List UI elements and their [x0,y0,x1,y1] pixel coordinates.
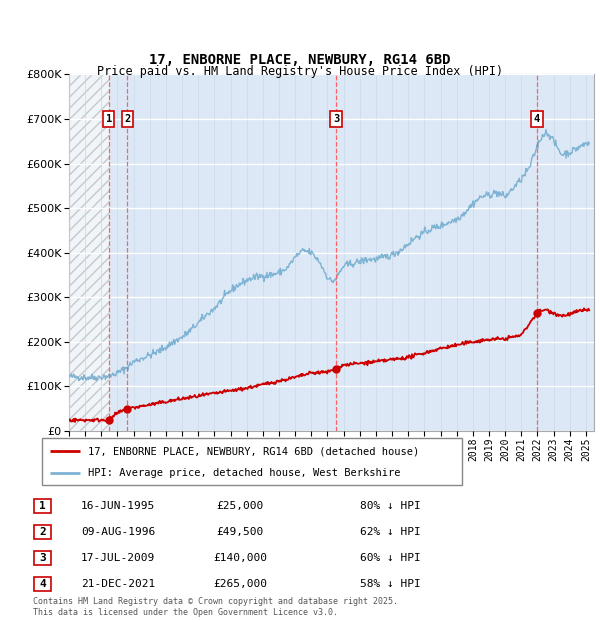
Text: HPI: Average price, detached house, West Berkshire: HPI: Average price, detached house, West… [88,468,401,478]
Text: 2: 2 [39,527,46,537]
Text: 62% ↓ HPI: 62% ↓ HPI [360,527,421,537]
FancyBboxPatch shape [34,577,51,591]
Text: £265,000: £265,000 [213,579,267,589]
Text: 21-DEC-2021: 21-DEC-2021 [81,579,155,589]
Text: 17, ENBORNE PLACE, NEWBURY, RG14 6BD (detached house): 17, ENBORNE PLACE, NEWBURY, RG14 6BD (de… [88,446,419,456]
Text: 16-JUN-1995: 16-JUN-1995 [81,501,155,511]
Text: 60% ↓ HPI: 60% ↓ HPI [360,553,421,563]
Bar [69,74,109,431]
Text: 3: 3 [39,553,46,563]
Text: £25,000: £25,000 [217,501,263,511]
Text: 2: 2 [124,114,130,124]
FancyBboxPatch shape [34,551,51,565]
Text: £49,500: £49,500 [217,527,263,537]
Text: 58% ↓ HPI: 58% ↓ HPI [360,579,421,589]
Text: Contains HM Land Registry data © Crown copyright and database right 2025.
This d: Contains HM Land Registry data © Crown c… [33,598,398,617]
Text: 4: 4 [534,114,540,124]
Text: 17-JUL-2009: 17-JUL-2009 [81,553,155,563]
Text: 3: 3 [333,114,340,124]
Text: 80% ↓ HPI: 80% ↓ HPI [360,501,421,511]
Text: 09-AUG-1996: 09-AUG-1996 [81,527,155,537]
FancyBboxPatch shape [34,525,51,539]
Text: Price paid vs. HM Land Registry's House Price Index (HPI): Price paid vs. HM Land Registry's House … [97,64,503,78]
Text: 1: 1 [39,501,46,511]
Text: £140,000: £140,000 [213,553,267,563]
Text: 17, ENBORNE PLACE, NEWBURY, RG14 6BD: 17, ENBORNE PLACE, NEWBURY, RG14 6BD [149,53,451,67]
FancyBboxPatch shape [42,438,462,485]
FancyBboxPatch shape [34,498,51,513]
Text: 4: 4 [39,579,46,589]
Text: 1: 1 [106,114,112,124]
